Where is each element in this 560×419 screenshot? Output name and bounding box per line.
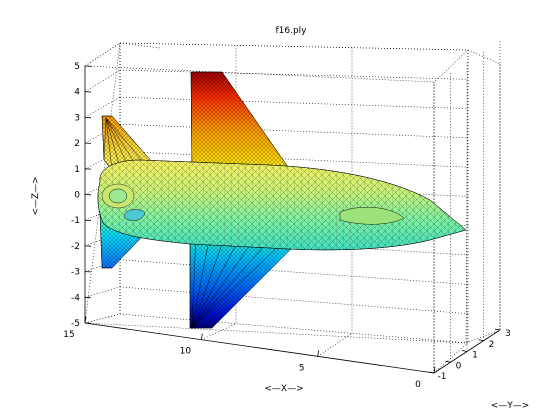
y-tick-label: 1	[472, 351, 478, 361]
y-tick-label: -1	[438, 372, 447, 382]
x-tick-label: 10	[180, 347, 192, 357]
x-tick-mark	[200, 333, 203, 340]
y-tick-mark	[445, 360, 451, 363]
z-tick-label: 1	[74, 165, 80, 175]
x-tick-mark	[433, 366, 436, 374]
chart-title: f16.ply	[275, 26, 307, 36]
z-tick-label: 4	[74, 88, 80, 98]
x-tick-mark	[84, 316, 87, 324]
y-tick-mark	[461, 350, 468, 352]
y-tick-label: 2	[489, 340, 495, 350]
y-tick-mark	[478, 339, 484, 342]
y-tick-label: 0	[456, 361, 462, 371]
y-tick-mark	[494, 328, 501, 331]
z-tick-label: -3	[71, 268, 80, 278]
x-axis: 15 10 5 0 <—X—>	[63, 316, 436, 394]
y-tick-mark	[428, 371, 435, 374]
x-tick-label: 15	[63, 330, 74, 340]
z-tick-label: -4	[71, 293, 80, 303]
z-tick-label: -2	[71, 242, 80, 252]
z-tick-label: 2	[74, 139, 80, 149]
x-axis-label: <—X—>	[264, 384, 303, 394]
z-tick-label: 5	[74, 62, 80, 72]
x-tick-label: 0	[415, 380, 421, 390]
f16-surface	[97, 71, 467, 329]
z-axis: 5 4 3 2 1 0 -1 -2 -3 -4 -5 <—Z—>	[31, 62, 92, 329]
x-tick-mark	[317, 350, 320, 357]
z-tick-label: -1	[71, 216, 80, 226]
z-tick-label: 3	[74, 113, 80, 123]
x-tick-label: 5	[299, 363, 305, 373]
z-axis-label: <—Z—>	[31, 176, 41, 215]
y-axis-label: <—Y—>	[491, 401, 530, 411]
y-axis: -1 01 23 <—Y—>	[428, 328, 530, 411]
z-tick-label: 0	[74, 191, 80, 201]
z-tick-label: -5	[71, 319, 80, 329]
y-tick-label: 3	[505, 329, 511, 339]
